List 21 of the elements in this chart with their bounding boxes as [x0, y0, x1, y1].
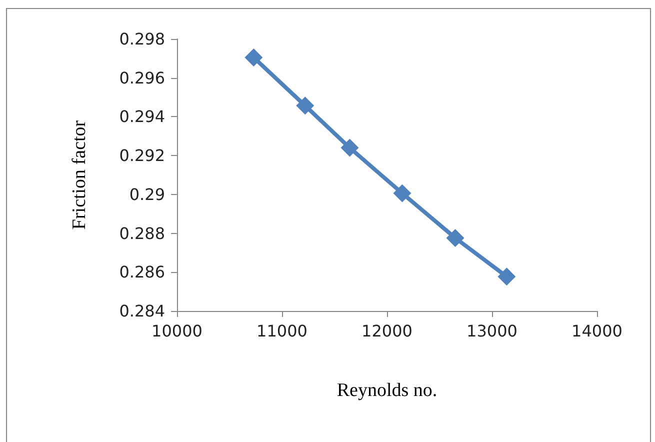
x-axis-title: Reynolds no.	[336, 380, 438, 401]
x-tick-label: 14000	[572, 322, 622, 340]
point	[244, 48, 263, 66]
point	[393, 184, 412, 202]
y-tick-label: 0.298	[119, 30, 165, 48]
point	[340, 138, 359, 157]
point	[296, 96, 314, 115]
y-tick-label: 0.294	[119, 107, 165, 126]
x-tick-label: 10000	[152, 322, 202, 340]
point	[446, 228, 464, 247]
y-tick-label: 0.286	[119, 262, 165, 282]
x-tick-label: 12000	[362, 322, 412, 340]
point	[498, 268, 516, 286]
x-tick-label: 11000	[256, 322, 308, 340]
y-tick-label: 0.296	[119, 68, 165, 88]
y-tick-label: 0.29	[129, 184, 165, 204]
y-tick-label: 0.284	[119, 302, 165, 320]
x-tick-label: 13000	[466, 322, 518, 340]
y-tick-label: 0.288	[119, 224, 165, 243]
y-axis-title: Friction factor	[69, 120, 90, 230]
y-tick-label: 0.292	[119, 146, 165, 166]
